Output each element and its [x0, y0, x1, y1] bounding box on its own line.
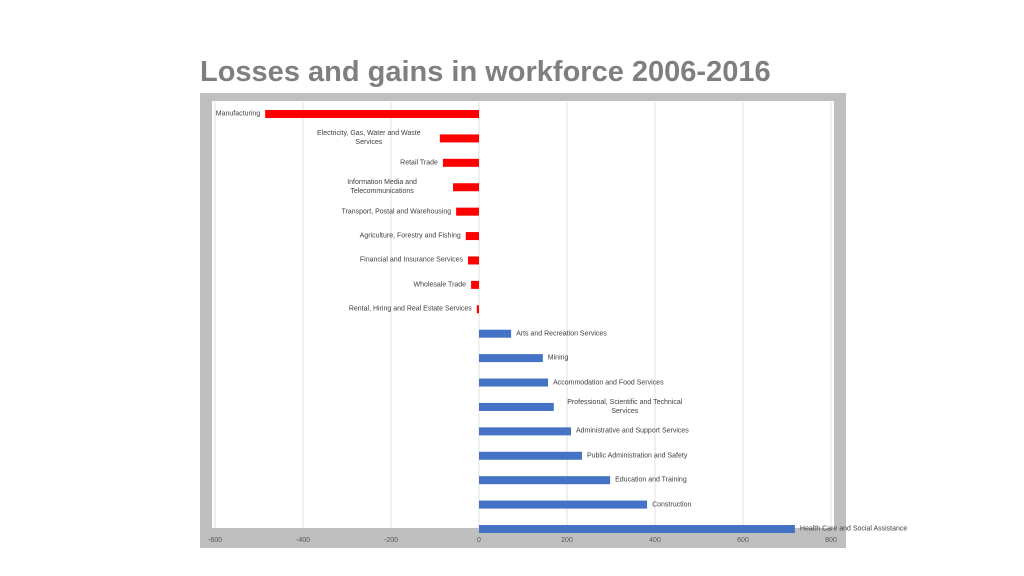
category-label: Administrative and Support Services [575, 427, 689, 435]
category-label: Electricity, Gas, Water and Waste Servic… [317, 130, 421, 147]
x-tick-label: -200 [384, 537, 398, 544]
bar [479, 427, 571, 436]
bar [265, 110, 479, 118]
bar [479, 500, 648, 509]
bar [442, 158, 479, 167]
category-label: Public Administration and Safety [586, 452, 688, 460]
bar [465, 232, 479, 241]
bar [468, 256, 479, 265]
bar [479, 378, 549, 387]
category-label: Financial and Insurance Services [359, 256, 463, 264]
x-tick-label: -400 [296, 537, 310, 544]
bar [471, 280, 479, 289]
x-tick-label: 0 [477, 537, 481, 544]
category-label: Agriculture, Forestry and Fishing [359, 232, 461, 240]
plot-area [212, 101, 834, 528]
category-label: Transport, Postal and Warehousing [341, 208, 452, 216]
category-label: Wholesale Trade [413, 281, 467, 289]
x-tick-label: 200 [561, 537, 573, 544]
category-label: Professional, Scientific and Technical S… [567, 398, 683, 415]
bar [453, 183, 479, 192]
bar [479, 329, 512, 338]
bar [479, 525, 795, 533]
x-tick-label: 600 [737, 537, 749, 544]
bar [479, 451, 582, 460]
bar [456, 207, 479, 216]
category-label: Mining [547, 354, 569, 362]
category-label: Construction [652, 501, 692, 509]
x-tick-label: 400 [649, 537, 661, 544]
bar [439, 134, 479, 143]
x-tick-label: -600 [208, 537, 222, 544]
chart-title: Losses and gains in workforce 2006-2016 [200, 56, 771, 88]
bar [479, 354, 543, 363]
category-label: Information Media and Telecommunications [347, 179, 417, 196]
category-label: Retail Trade [400, 159, 438, 167]
category-label: Arts and Recreation Services [516, 330, 607, 338]
bar [479, 476, 611, 485]
x-tick-label: 800 [825, 537, 837, 544]
category-label: Education and Training [615, 476, 687, 484]
category-label: Manufacturing [215, 110, 261, 118]
bar [479, 402, 554, 411]
category-label: Accommodation and Food Services [553, 379, 664, 387]
bar [476, 305, 479, 314]
category-label: Rental, Hiring and Real Estate Services [348, 305, 472, 313]
category-label: Health Care and Social Assistance [799, 525, 908, 533]
